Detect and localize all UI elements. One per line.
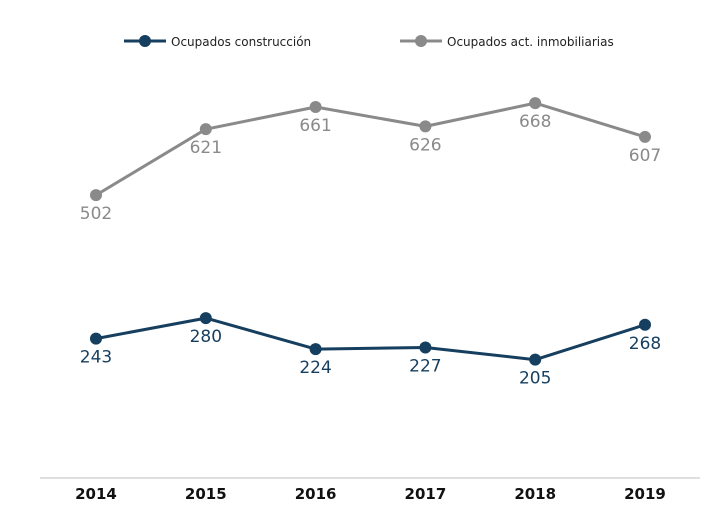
data-label-ocupados-act-inmobiliarias-2014: 502 [80, 204, 112, 224]
data-label-ocupados-act-inmobiliarias-2015: 621 [190, 138, 222, 158]
plot-area: 243 280 224 227 205 268 502 621 661 626 668 607 [80, 97, 661, 389]
data-label-ocupados-act-inmobiliarias-2018: 668 [519, 112, 551, 132]
legend-dot-construccion [139, 35, 151, 47]
data-point-ocupados-construccion-2018 [529, 353, 542, 366]
series-line-ocupados-construccion [95, 316, 646, 362]
legend-item-construccion: Ocupados construcción [124, 35, 311, 49]
data-point-ocupados-construccion-2014 [90, 332, 102, 345]
x-tick-label-2019: 2019 [624, 485, 666, 503]
data-label-ocupados-act-inmobiliarias-2017: 626 [409, 135, 441, 155]
data-label-ocupados-construccion-2014: 243 [80, 348, 112, 368]
data-point-ocupados-act-inmobiliarias-2019 [639, 130, 651, 143]
legend: Ocupados construcción Ocupados act. inmo… [124, 35, 614, 49]
x-tick-label-2018: 2018 [514, 485, 556, 503]
legend-label-construccion: Ocupados construcción [171, 35, 311, 49]
data-point-ocupados-construccion-2015 [199, 312, 212, 325]
x-tick-label-2014: 2014 [75, 485, 117, 503]
data-point-ocupados-act-inmobiliarias-2017 [419, 120, 432, 133]
data-label-ocupados-act-inmobiliarias-2019: 607 [629, 146, 661, 166]
data-point-ocupados-act-inmobiliarias-2018 [529, 97, 542, 110]
legend-item-inmobiliarias: Ocupados act. inmobiliarias [400, 35, 614, 49]
data-label-ocupados-construccion-2018: 205 [519, 369, 551, 389]
x-axis-ticks: 2014 2015 2016 2017 2018 2019 [75, 485, 666, 503]
data-label-ocupados-construccion-2017: 227 [409, 356, 441, 376]
series-line-ocupados-act-inmobiliarias [95, 101, 646, 197]
data-label-ocupados-construccion-2015: 280 [190, 327, 222, 347]
x-tick-label-2015: 2015 [185, 485, 227, 503]
data-point-ocupados-construccion-2016 [309, 343, 322, 356]
data-point-ocupados-construccion-2017 [419, 341, 432, 354]
data-point-ocupados-act-inmobiliarias-2014 [90, 189, 102, 202]
data-label-ocupados-construccion-2016: 224 [299, 358, 331, 378]
x-tick-label-2016: 2016 [295, 485, 337, 503]
data-label-ocupados-act-inmobiliarias-2016: 661 [299, 116, 331, 136]
data-point-ocupados-construccion-2019 [639, 318, 651, 331]
x-tick-label-2017: 2017 [405, 485, 447, 503]
data-label-ocupados-construccion-2019: 268 [629, 334, 661, 354]
data-point-ocupados-act-inmobiliarias-2015 [199, 123, 212, 136]
data-point-ocupados-act-inmobiliarias-2016 [309, 101, 322, 114]
legend-dot-inmobiliarias [415, 35, 427, 47]
legend-label-inmobiliarias: Ocupados act. inmobiliarias [447, 35, 614, 49]
